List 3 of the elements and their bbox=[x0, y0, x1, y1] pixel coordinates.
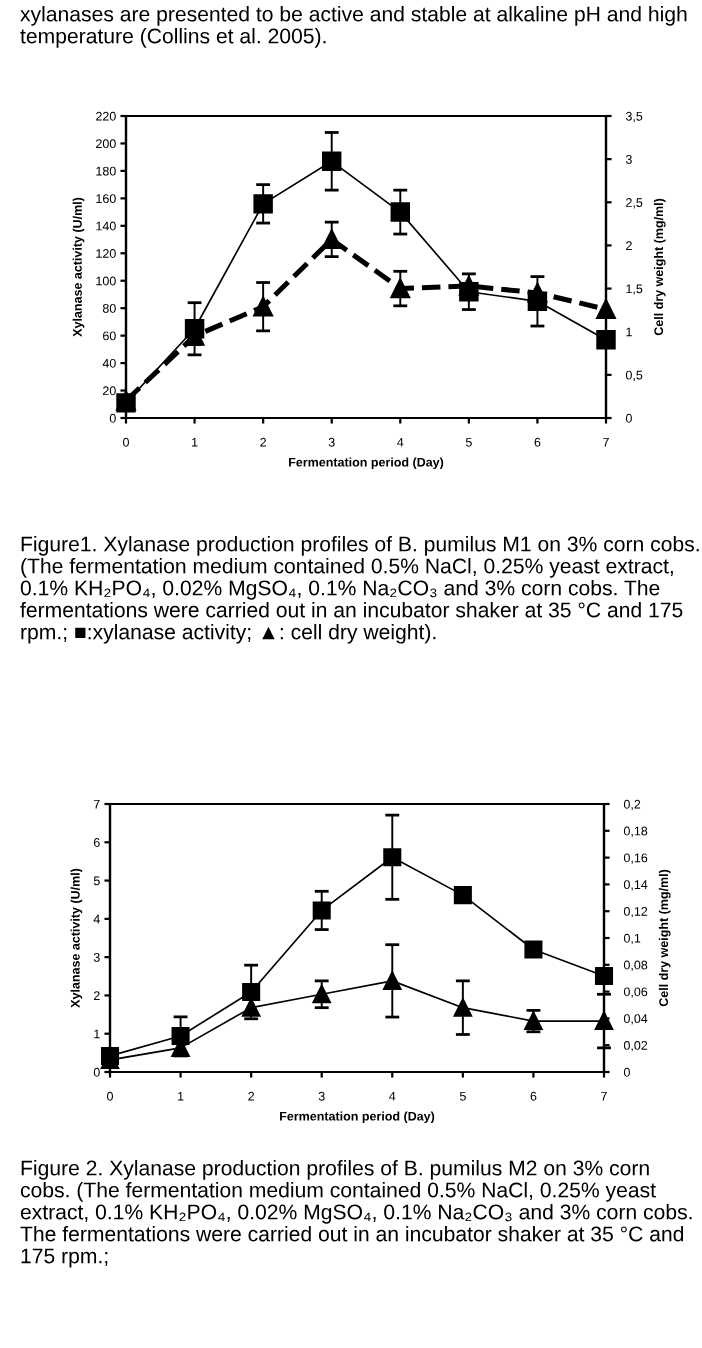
caption: Figure 2. Xylanase production profiles of B. pumilus M2 on 3% corn cobs. (The fermentation medium contained 0.5% NaCl, 0.25% yeast extract, 0.1% KH₂PO₄, 0.02% MgSO₄, 0.1% Na₂CO₃ and 3% corn cobs. The fermentations were carried out in an incubator shaker at 35 °C and 175 rpm.; bbox=[20, 1160, 692, 1268]
text: xylanases are presented to be active and stable at alkaline pH and high temperature (Collins et al. 2005). bbox=[20, 6, 687, 48]
caption: Figure1. Xylanase production profiles of B. pumilus M1 on 3% corn cobs. (The fermentation medium contained 0.5% NaCl, 0.25% yeast extract, 0.1% KH₂PO₄, 0.02% MgSO₄, 0.1% Na₂CO₃ and 3% corn cobs. The fermentations were carried out in an incubator shaker at 35 °C and 175 rpm.; ■:xylanase activity; ▲: cell dry weight). bbox=[20, 536, 699, 644]
